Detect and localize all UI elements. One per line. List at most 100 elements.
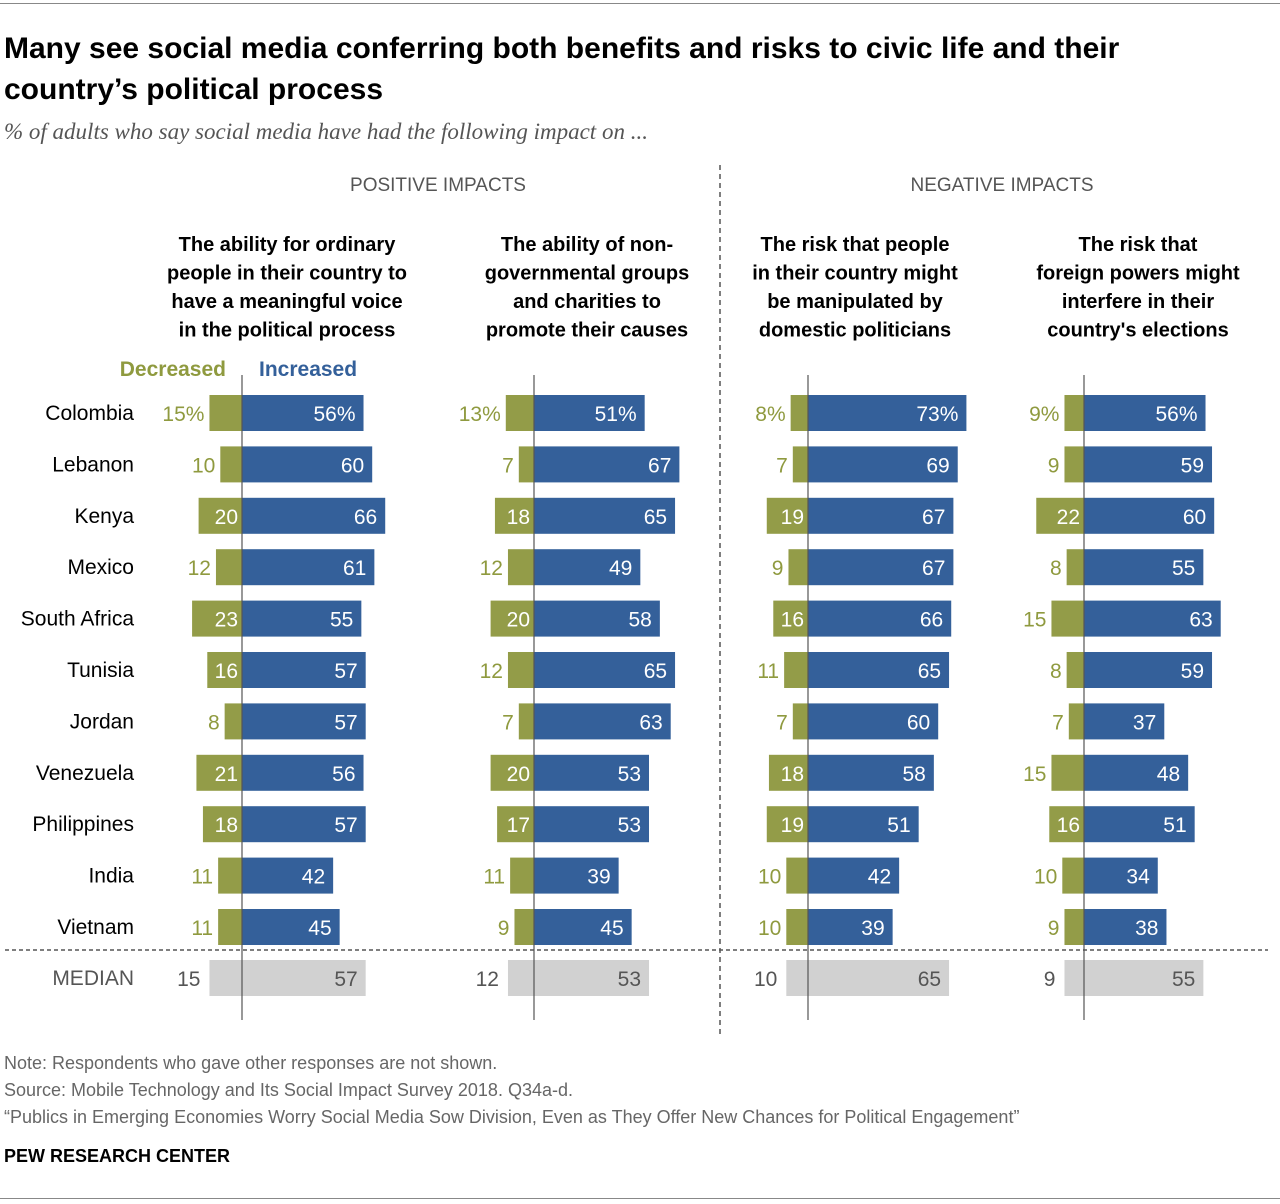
bar-increased [534, 909, 632, 945]
panel-title-line: The ability of non- [501, 234, 673, 256]
label-increased: 66 [354, 506, 377, 529]
label-decreased: 16 [781, 609, 804, 632]
section-header-positive: POSITIVE IMPACTS [350, 175, 526, 196]
country-label: Mexico [67, 556, 134, 579]
bar-increased [1084, 446, 1213, 483]
median-label: MEDIAN [52, 967, 134, 990]
bar-increased [1084, 857, 1158, 894]
label-increased: 67 [648, 454, 671, 477]
bar-decreased [1062, 857, 1084, 894]
label-decreased: 15 [1023, 763, 1046, 786]
bar-increased [808, 909, 893, 945]
bar-increased [808, 652, 950, 688]
bar-decreased [1066, 549, 1084, 586]
label-increased: 56% [313, 403, 355, 426]
bar-increased [242, 652, 366, 688]
bar-decreased [207, 652, 242, 688]
label-decreased: 16 [215, 660, 238, 683]
label-decreased: 19 [781, 506, 804, 529]
bar-decreased [209, 395, 242, 431]
label-median-decreased: 9 [1044, 968, 1056, 991]
panel-title-line: people in their country to [167, 263, 407, 285]
label-increased: 73% [916, 403, 958, 426]
bar-increased [534, 446, 680, 483]
bar-increased [1084, 909, 1167, 945]
label-median-increased: 55 [1172, 968, 1195, 991]
label-decreased: 20 [507, 609, 530, 632]
bar-decreased [505, 395, 534, 431]
panel-title-line: The risk that [1079, 234, 1198, 256]
label-increased: 37 [1133, 711, 1156, 734]
bar-increased [808, 857, 900, 894]
bar-increased [534, 806, 650, 843]
bar-median [507, 960, 650, 996]
bar-increased [534, 754, 650, 791]
country-label: Colombia [45, 402, 134, 425]
label-increased: 57 [334, 660, 357, 683]
bottom-rule [0, 1198, 1280, 1199]
bar-decreased [768, 754, 808, 791]
bar-decreased [218, 909, 242, 945]
panel-title-line: The risk that people [761, 234, 950, 256]
bar-decreased [773, 600, 808, 637]
bar-decreased [518, 446, 534, 483]
label-median-decreased: 12 [476, 968, 499, 991]
label-decreased: 7 [1052, 711, 1064, 734]
bar-increased [534, 600, 660, 637]
label-decreased: 15 [1023, 609, 1046, 632]
label-median-increased: 57 [334, 968, 357, 991]
label-increased: 58 [903, 763, 926, 786]
bar-decreased [1051, 600, 1084, 637]
label-decreased: 10 [758, 866, 781, 889]
label-decreased: 22 [1057, 506, 1080, 529]
bar-decreased [202, 806, 242, 843]
label-increased: 56% [1155, 403, 1197, 426]
label-decreased: 9 [1048, 454, 1060, 477]
label-decreased: 21 [215, 763, 238, 786]
label-decreased: 23 [215, 609, 238, 632]
bar-decreased [224, 703, 242, 740]
label-decreased: 9 [772, 557, 784, 580]
label-decreased: 7 [502, 711, 514, 734]
bar-decreased [1051, 754, 1084, 791]
label-increased: 59 [1181, 454, 1204, 477]
label-increased: 58 [629, 609, 652, 632]
bar-increased [534, 703, 671, 740]
bar-decreased [1068, 703, 1084, 740]
bar-decreased [518, 703, 534, 740]
bar-decreased [1064, 909, 1084, 945]
bar-decreased [1064, 446, 1084, 483]
label-median-increased: 53 [618, 968, 641, 991]
label-increased: 38 [1135, 917, 1158, 940]
bar-increased [242, 857, 334, 894]
country-label: Jordan [70, 710, 134, 733]
label-increased: 39 [861, 917, 884, 940]
bar-increased [1084, 806, 1195, 843]
bar-decreased [494, 497, 534, 534]
label-median-decreased: 15 [177, 968, 200, 991]
bar-increased [1084, 600, 1221, 637]
bar-median [786, 960, 950, 996]
bar-decreased [215, 549, 242, 586]
label-increased: 55 [330, 609, 353, 632]
label-increased: 61 [343, 557, 366, 580]
note: Note: Respondents who gave other respons… [4, 1053, 498, 1073]
label-decreased: 11 [483, 866, 505, 889]
bar-increased [534, 497, 676, 534]
label-decreased: 17 [507, 814, 530, 837]
bar-decreased [1036, 497, 1084, 534]
label-increased: 51% [595, 403, 637, 426]
bar-increased [1084, 754, 1189, 791]
label-median-increased: 65 [918, 968, 941, 991]
bar-increased [1084, 652, 1213, 688]
bar-decreased [220, 446, 242, 483]
bar-decreased [766, 806, 808, 843]
label-increased: 51 [1163, 814, 1186, 837]
label-increased: 65 [918, 660, 941, 683]
panel-title-line: domestic politicians [759, 320, 951, 342]
chart-title: Many see social media conferring both be… [4, 32, 1120, 106]
label-increased: 60 [1183, 506, 1206, 529]
label-increased: 65 [644, 660, 667, 683]
bar-increased [242, 806, 366, 843]
